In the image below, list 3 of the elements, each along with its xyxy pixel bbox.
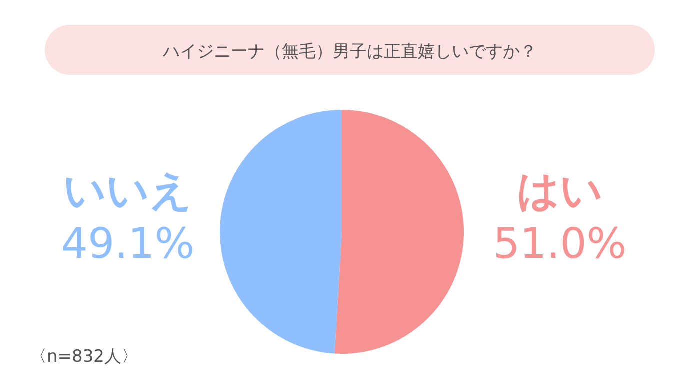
annotation: 〈n=832人〉 [30,347,138,367]
title: ハイジニーナ（無毛）男子は正直嬉しいですか？ [45,25,655,75]
chart-title: ハイジニーナ（無毛）男子は正直嬉しいですか？ [162,42,537,62]
